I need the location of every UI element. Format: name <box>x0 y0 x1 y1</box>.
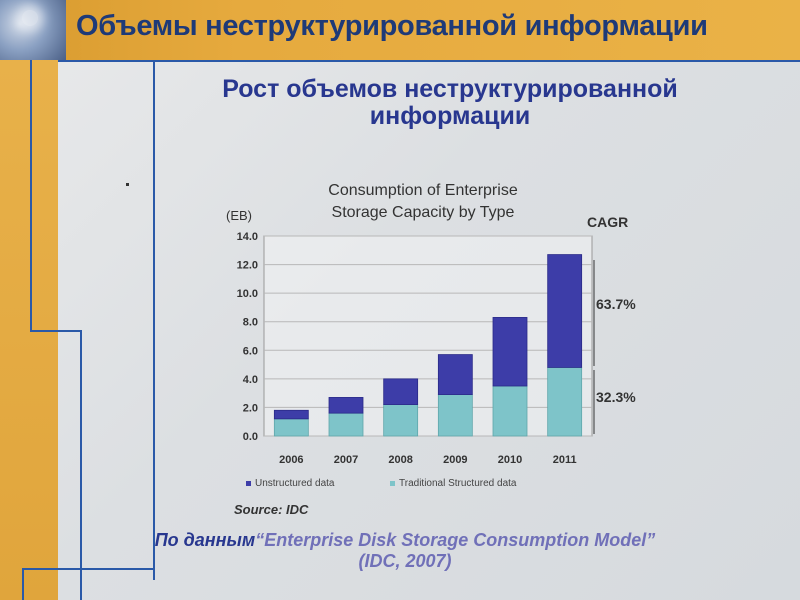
bar-structured <box>437 394 473 437</box>
corner-graphic <box>0 0 66 60</box>
legend-swatch-unstructured <box>246 480 251 486</box>
source-note-quote: “Enterprise Disk Storage Consumption Mod… <box>255 530 656 571</box>
accent-line-vertical-bottom <box>22 568 24 600</box>
chart-source: Source: IDC <box>234 502 309 517</box>
accent-line-horizontal-bottom <box>22 568 155 570</box>
chart-title: Consumption of Enterprise Storage Capaci… <box>283 180 563 224</box>
bar-unstructured <box>273 409 309 420</box>
bar-unstructured <box>383 378 419 405</box>
x-tick-label: 2010 <box>498 454 522 466</box>
y-tick-label: 12.0 <box>237 260 258 272</box>
cagr-unstructured-value: 63.7% <box>596 296 636 312</box>
y-tick-label: 6.0 <box>243 345 258 357</box>
slide-subtitle-line2: информации <box>369 102 531 130</box>
x-tick-label: 2007 <box>334 454 358 466</box>
legend-item-structured: Traditional Structured data <box>390 478 516 489</box>
bullet-dot <box>126 183 129 186</box>
accent-line-vertical-left <box>30 60 32 332</box>
plot-area <box>263 235 593 437</box>
y-tick-label: 8.0 <box>243 317 258 329</box>
y-tick-label: 0.0 <box>243 431 258 443</box>
chart-unit-label: (EB) <box>226 208 252 223</box>
x-tick-label: 2008 <box>388 454 412 466</box>
cagr-label: CAGR <box>587 214 629 230</box>
slide-subtitle-line1: Рост объемов неструктурированной <box>222 75 678 103</box>
legend-item-unstructured: Unstructured data <box>246 478 335 489</box>
header-underline <box>58 60 800 62</box>
accent-line-vertical-right <box>153 60 155 580</box>
bar-structured <box>328 412 364 437</box>
chart-title-line1: Consumption of Enterprise <box>328 182 518 199</box>
slide-subtitle: Рост объемов неструктурированной информа… <box>150 76 750 130</box>
source-note-prefix: По данным <box>154 530 256 550</box>
legend-label-structured: Traditional Structured data <box>399 478 517 489</box>
x-tick-label: 2009 <box>443 454 467 466</box>
bar-unstructured <box>328 397 364 414</box>
accent-line-vertical-mid <box>80 330 82 600</box>
y-tick-label: 2.0 <box>243 402 258 414</box>
y-tick-label: 10.0 <box>237 288 258 300</box>
x-tick-label: 2006 <box>279 454 303 466</box>
y-tick-label: 14.0 <box>237 231 258 243</box>
bar-structured <box>547 367 583 437</box>
chart-title-line2: Storage Capacity by Type <box>331 204 515 221</box>
bar-structured <box>383 404 419 437</box>
header-bar <box>0 0 800 60</box>
cagr-structured-value: 32.3% <box>596 389 636 405</box>
source-note: По данным“Enterprise Disk Storage Consum… <box>150 530 660 572</box>
bar-structured <box>492 385 528 437</box>
page-title: Объемы неструктурированной информации <box>76 10 708 42</box>
bar-unstructured <box>437 354 473 395</box>
bar-unstructured <box>492 317 528 387</box>
legend-swatch-structured <box>390 480 395 486</box>
x-tick-label: 2011 <box>553 454 577 466</box>
bar-structured <box>273 418 309 437</box>
accent-line-horizontal-mid <box>30 330 82 332</box>
y-tick-label: 4.0 <box>243 374 258 386</box>
legend-label-unstructured: Unstructured data <box>255 478 335 489</box>
bar-unstructured <box>547 254 583 368</box>
